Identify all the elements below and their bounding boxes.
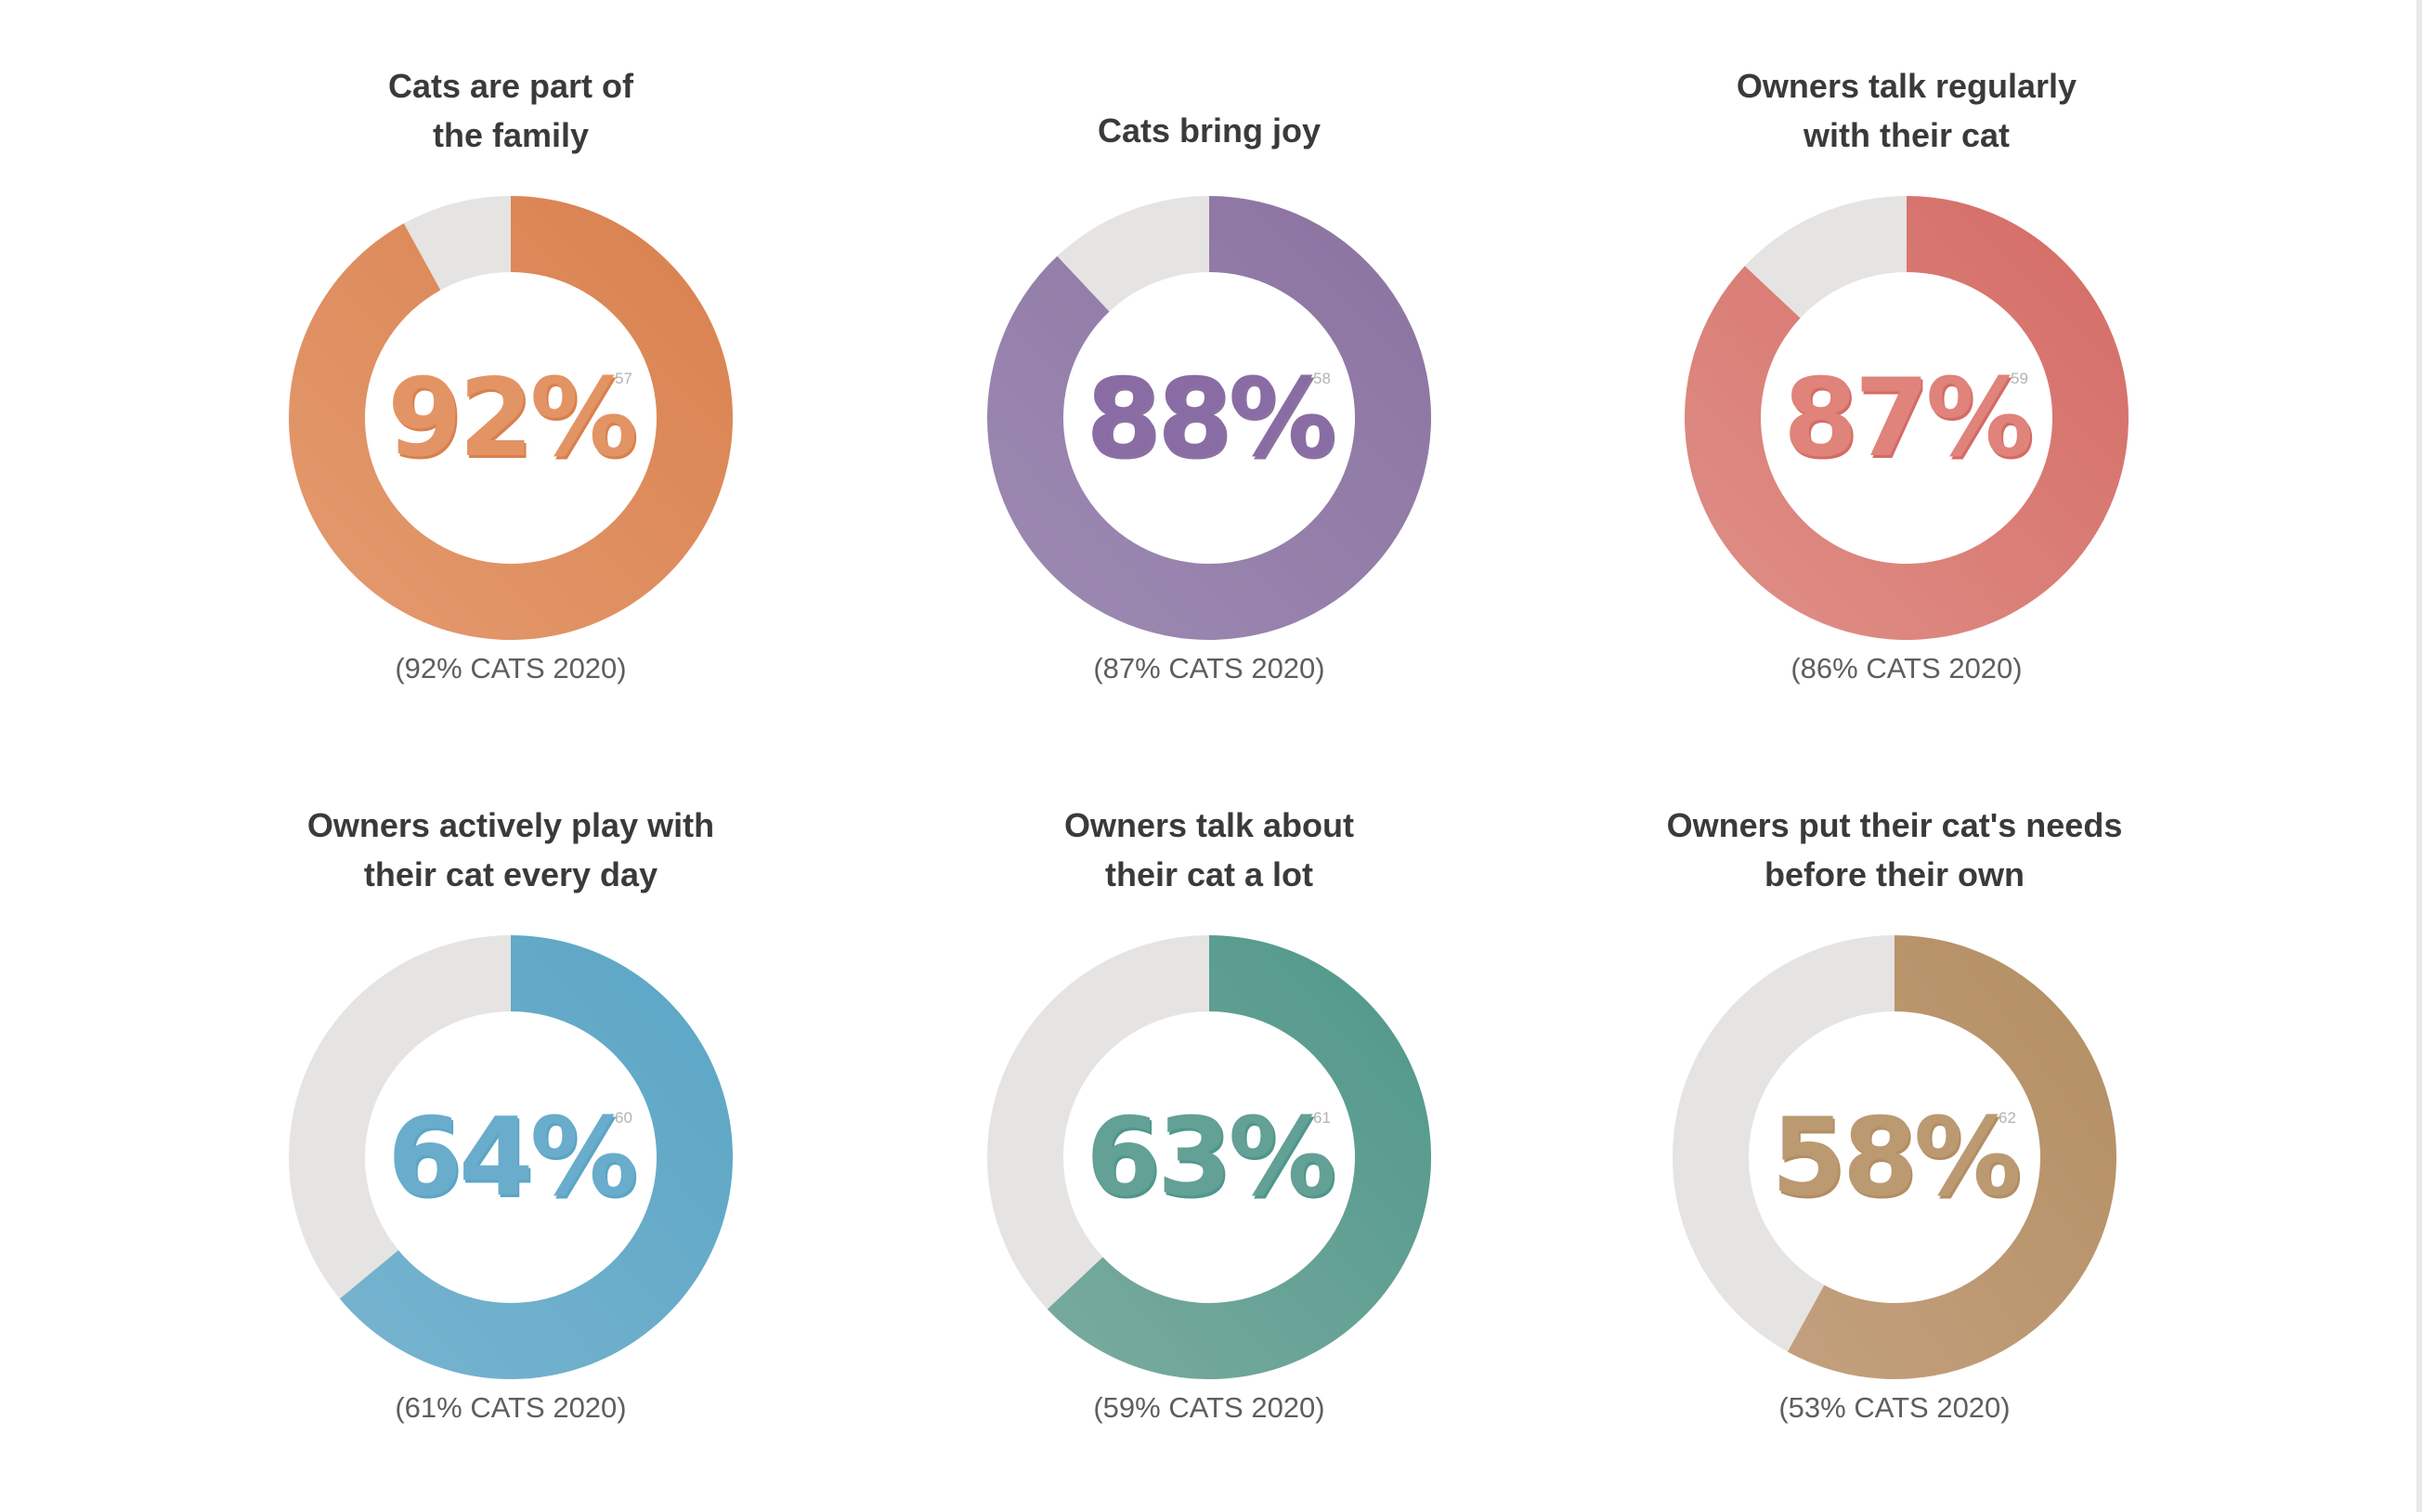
- footnote-marker: 57: [615, 370, 632, 387]
- chart-title: Owners talk regularly with their cat: [1489, 61, 2324, 160]
- comparison-label: (86% CATS 2020): [1790, 652, 2023, 684]
- donut-card: Owners put their cat's needs before their…: [1477, 739, 2312, 1445]
- percentage-label: 92%: [387, 355, 638, 481]
- page-edge: [2416, 0, 2422, 1512]
- chart-title-line: Cats are part of: [387, 67, 634, 105]
- donut-card: Cats are part of the family 92% 57 (92% CATS…: [93, 0, 929, 706]
- donut-chart: 88% 58: [986, 195, 1432, 641]
- chart-title: Owners actively play with their cat every…: [93, 801, 929, 899]
- donut-value-arc: [1787, 935, 2116, 1379]
- donut-chart: 58% 62: [1672, 934, 2117, 1380]
- donut-chart: 64% 60: [288, 934, 734, 1380]
- percentage-label: 58%: [1771, 1094, 2022, 1220]
- footnote-marker: 59: [2011, 370, 2028, 387]
- donut-value-arc: [288, 196, 733, 640]
- donut-svg: [987, 196, 1432, 640]
- donut-svg: [289, 935, 734, 1380]
- donut-chart: 92% 57: [288, 195, 734, 641]
- footnote-marker: 60: [615, 1109, 632, 1127]
- donut-value-arc: [987, 196, 1432, 640]
- comparison-label: (61% CATS 2020): [395, 1391, 627, 1424]
- chart-title-line: Owners actively play with: [306, 806, 715, 844]
- chart-title-line: their cat a lot: [1104, 855, 1314, 893]
- chart-title-line: Owners talk regularly: [1736, 67, 2077, 105]
- donut-remainder-arc: [987, 935, 1209, 1310]
- donut-remainder-arc: [1672, 935, 1895, 1352]
- chart-title-line: the family: [432, 116, 590, 154]
- donut-value-arc: [1047, 935, 1432, 1379]
- chart-title: Cats are part of the family: [93, 61, 929, 160]
- chart-title: Owners put their cat's needs before their…: [1477, 801, 2312, 899]
- chart-title: Cats bring joy: [791, 106, 1627, 155]
- chart-title-line: their cat every day: [363, 855, 658, 893]
- chart-title-line: Cats bring joy: [1097, 111, 1322, 150]
- chart-title-line: Owners talk about: [1063, 806, 1355, 844]
- donut-card: Owners actively play with their cat every…: [93, 739, 929, 1445]
- donut-remainder-arc: [403, 196, 511, 291]
- footnote-marker: 58: [1313, 370, 1331, 387]
- percentage-label: 88%: [1086, 355, 1336, 481]
- percentage-label: 64%: [387, 1094, 638, 1220]
- donut-remainder-arc: [1057, 196, 1209, 312]
- percentage-label: 87%: [1783, 355, 2034, 481]
- donut-card: Cats bring joy 88% 58 (87% CATS 2020): [791, 0, 1627, 706]
- donut-value-arc: [1685, 196, 2129, 640]
- comparison-label: (92% CATS 2020): [395, 652, 627, 684]
- percentage-label: 63%: [1086, 1094, 1336, 1220]
- comparison-label: (87% CATS 2020): [1093, 652, 1325, 684]
- chart-title: Owners talk about their cat a lot: [791, 801, 1627, 899]
- donut-svg: [1672, 935, 2116, 1379]
- comparison-label: (59% CATS 2020): [1093, 1391, 1325, 1424]
- donut-card: Owners talk about their cat a lot 63% 61 (59…: [791, 739, 1627, 1445]
- chart-title-line: Owners put their cat's needs: [1666, 806, 2123, 844]
- donut-svg: [987, 935, 1432, 1379]
- chart-title-line: with their cat: [1803, 116, 2011, 154]
- donut-remainder-arc: [289, 935, 511, 1299]
- donut-chart: 63% 61: [986, 934, 1432, 1380]
- donut-value-arc: [339, 935, 734, 1380]
- donut-chart: 87% 59: [1684, 195, 2129, 641]
- donut-svg: [288, 196, 733, 640]
- donut-card: Owners talk regularly with their cat 87% 59…: [1489, 0, 2324, 706]
- chart-title-line: before their own: [1764, 855, 2025, 893]
- donut-remainder-arc: [1744, 196, 1907, 319]
- footnote-marker: 61: [1313, 1109, 1331, 1127]
- footnote-marker: 62: [1999, 1109, 2016, 1127]
- donut-svg: [1685, 196, 2129, 640]
- comparison-label: (53% CATS 2020): [1778, 1391, 2011, 1424]
